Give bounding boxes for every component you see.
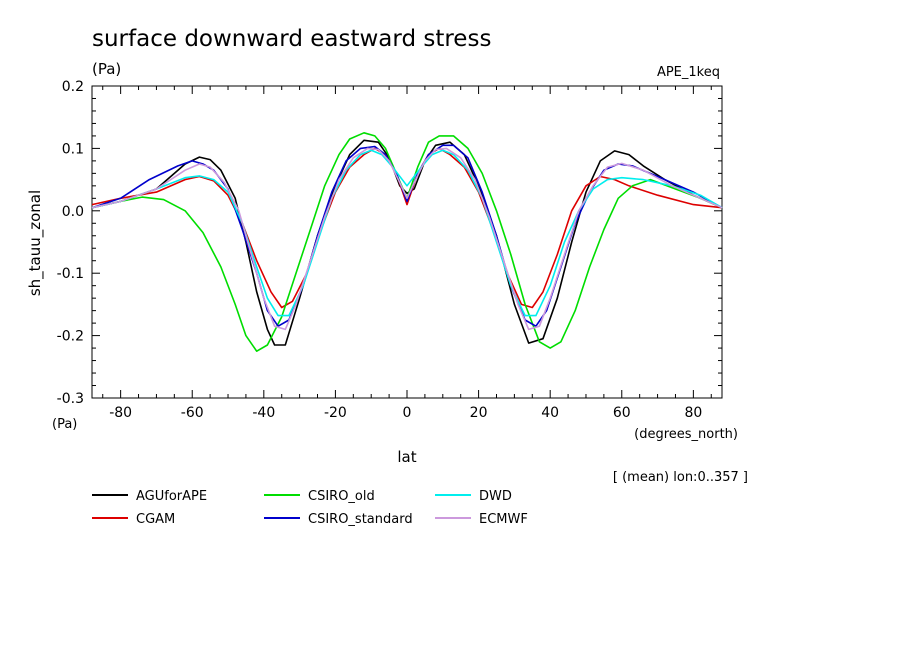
chart-title: surface downward eastward stress bbox=[92, 26, 491, 52]
legend-label: CSIRO_standard bbox=[308, 512, 413, 527]
series-line-ecmwf bbox=[91, 147, 723, 331]
y-tick-labels: 0.2 0.1 0.0 -0.1 -0.2 -0.3 bbox=[57, 79, 84, 407]
x-tick-label: -60 bbox=[181, 405, 204, 421]
series-line-csiro_standard bbox=[91, 144, 723, 327]
x-tick-labels: -80 -60 -40 -20 0 20 40 60 80 bbox=[109, 405, 702, 421]
x-tick-label: 60 bbox=[613, 405, 631, 421]
series-lines bbox=[91, 132, 723, 352]
x-tick-label: -80 bbox=[109, 405, 132, 421]
legend-label: AGUforAPE bbox=[136, 489, 207, 504]
x-tick-label: 80 bbox=[684, 405, 702, 421]
mean-note: [ (mean) lon:0..357 ] bbox=[613, 470, 748, 485]
y-tick-label: 0.0 bbox=[62, 204, 84, 220]
legend-label: DWD bbox=[479, 489, 512, 504]
y-tick-label: -0.1 bbox=[57, 266, 84, 282]
x-tick-label: 40 bbox=[541, 405, 559, 421]
series-line-dwd bbox=[91, 149, 723, 317]
axis-ticks bbox=[92, 85, 722, 399]
legend-label: CSIRO_old bbox=[308, 489, 375, 504]
legend-label: ECMWF bbox=[479, 512, 528, 527]
y-axis-units: (Pa) bbox=[52, 417, 77, 432]
y-tick-label: -0.3 bbox=[57, 391, 84, 407]
x-axis-label: lat bbox=[397, 448, 416, 466]
x-tick-label: 0 bbox=[403, 405, 412, 421]
x-axis-units: (degrees_north) bbox=[634, 427, 738, 442]
experiment-label: APE_1keq bbox=[657, 65, 720, 80]
x-tick-label: -40 bbox=[252, 405, 275, 421]
y-tick-label: 0.2 bbox=[62, 79, 84, 95]
title-units: (Pa) bbox=[92, 60, 121, 78]
series-line-aguforape bbox=[91, 139, 723, 346]
legend-label: CGAM bbox=[136, 512, 175, 527]
y-tick-label: 0.1 bbox=[62, 141, 84, 157]
y-tick-label: -0.2 bbox=[57, 329, 84, 345]
plot-area bbox=[91, 85, 723, 399]
x-tick-label: -20 bbox=[324, 405, 347, 421]
x-tick-label: 20 bbox=[470, 405, 488, 421]
legend: AGUforAPE CGAM CSIRO_old CSIRO_standard DWD E… bbox=[92, 489, 528, 527]
series-line-cgam bbox=[91, 147, 723, 309]
y-axis-label: sh_tauu_zonal bbox=[26, 190, 45, 296]
plot-border bbox=[91, 85, 723, 399]
